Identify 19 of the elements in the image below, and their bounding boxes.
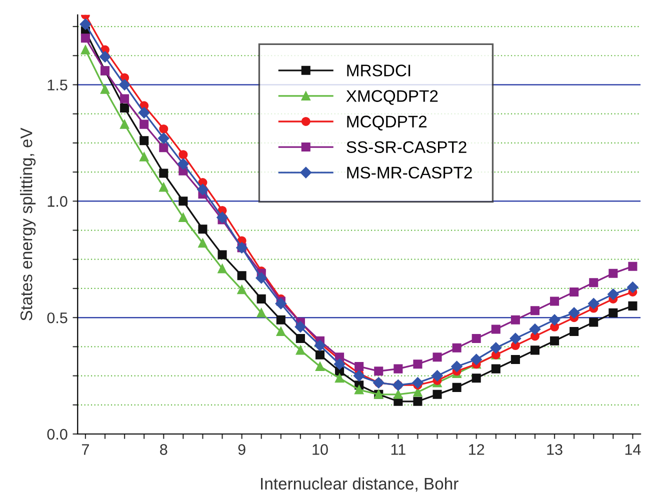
y-tick-label: 1.0 — [48, 196, 68, 207]
y-tick-label: 1.5 — [48, 80, 68, 90]
x-tick-label: 11 — [391, 444, 406, 455]
x-tick-label: 12 — [469, 444, 484, 455]
legend-label: MS-MR-CASPT2 — [347, 166, 472, 179]
x-tick-label: 13 — [547, 444, 562, 455]
legend-label: MRSDCI — [347, 64, 410, 76]
legend-label: MCQDPT2 — [347, 116, 427, 130]
x-tick-label: 8 — [160, 444, 168, 455]
legend-label: SS-SR-CASPT2 — [346, 141, 466, 154]
y-axis-title: States energy splitting, eV — [20, 128, 36, 320]
y-tick-label: 0.5 — [47, 312, 68, 324]
x-tick-label: 10 — [312, 444, 328, 455]
x-tick-label: 9 — [238, 444, 246, 455]
legend-label: XMCQDPT2 — [346, 90, 438, 105]
x-tick-label: 7 — [82, 444, 89, 455]
x-axis-title: Internuclear distance, Bohr — [261, 477, 458, 492]
y-tick-label: 0.0 — [47, 428, 68, 440]
x-tick-label: 14 — [625, 444, 641, 455]
